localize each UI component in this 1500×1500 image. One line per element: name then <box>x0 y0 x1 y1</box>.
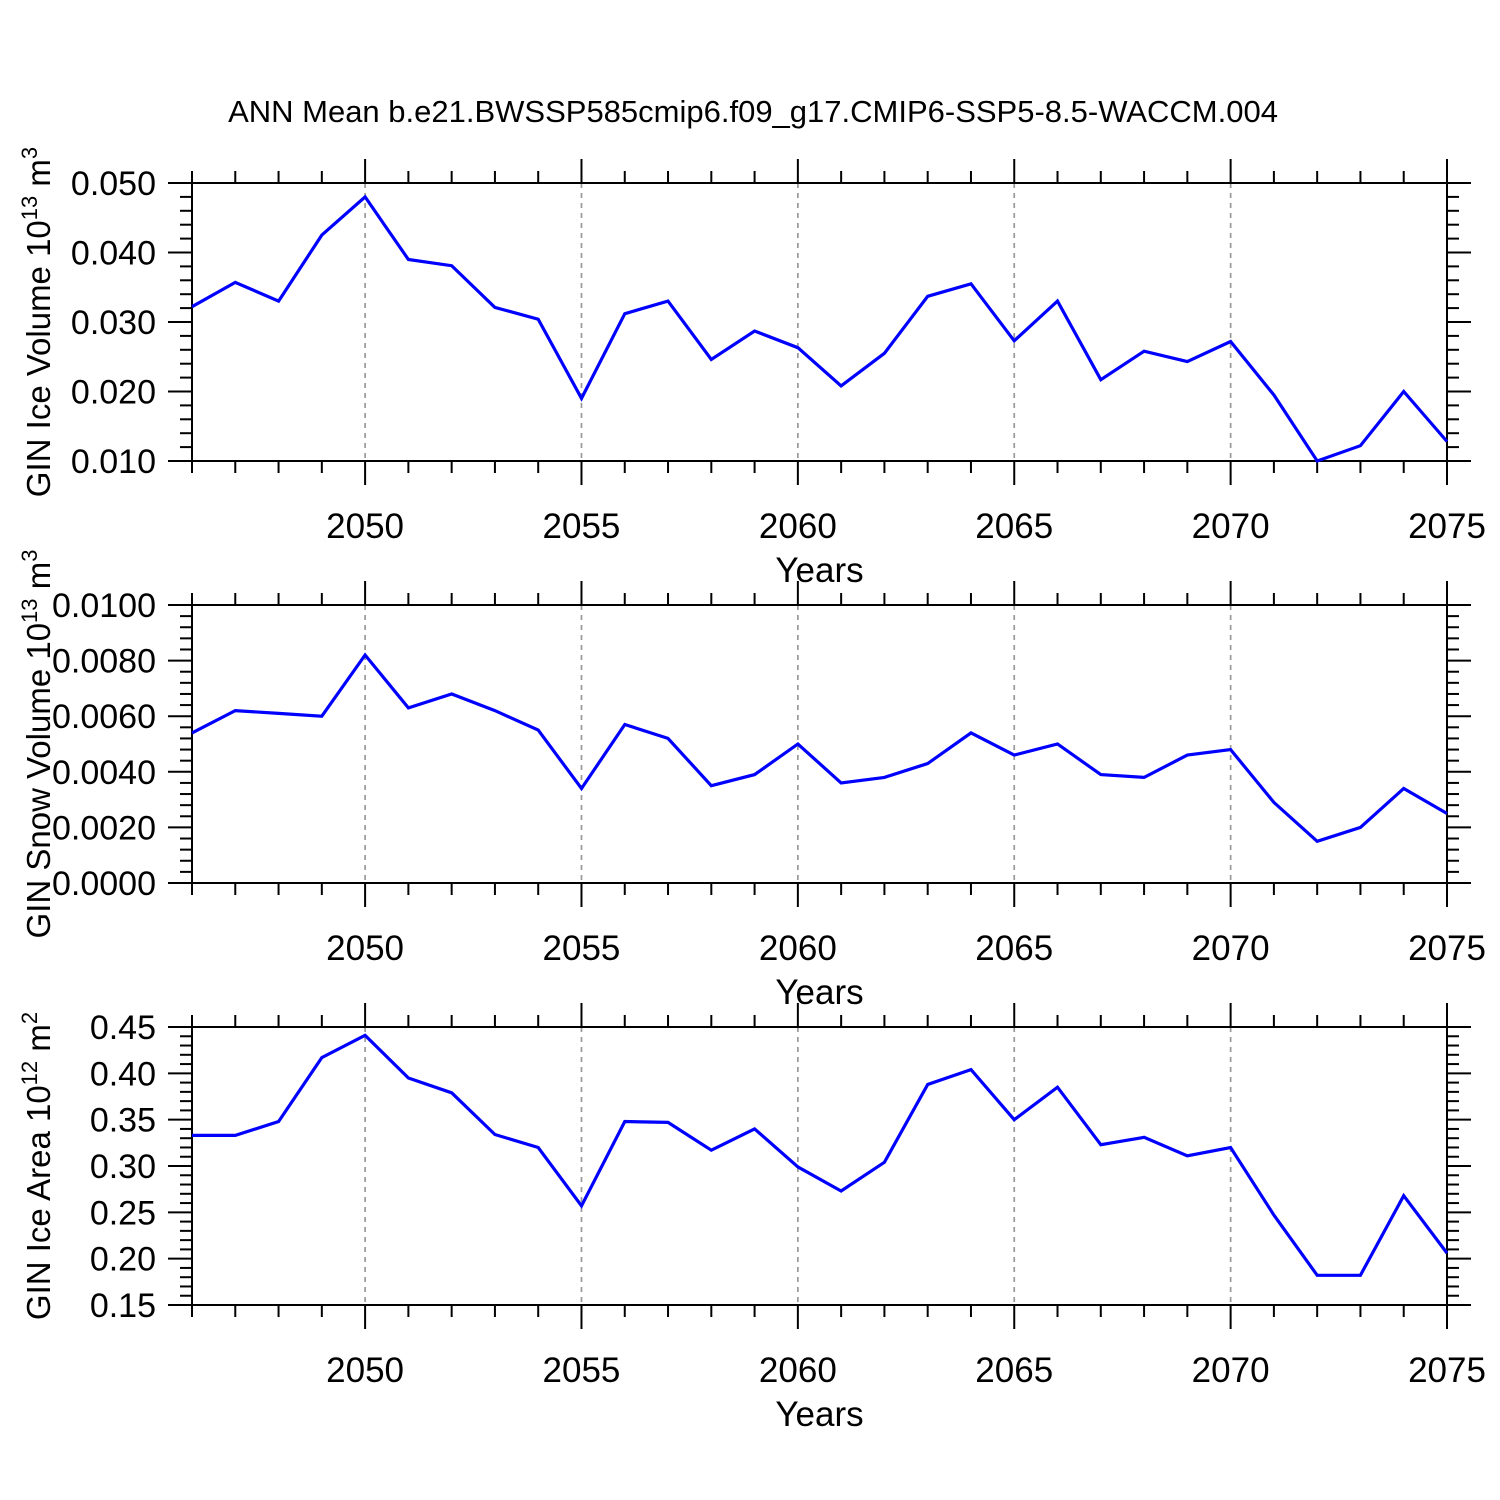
y-tick-label: 0.010 <box>71 443 156 481</box>
x-axis-title: Years <box>775 1395 863 1434</box>
x-tick-label: 2055 <box>543 507 621 546</box>
panel-2-gin-snow-volume: 0.0000 0.0020 0.0040 0.0060 0.0080 0.0100 2050… <box>17 550 1486 1012</box>
x-tick-label: 2065 <box>975 507 1053 546</box>
x-tick-label: 2050 <box>326 929 404 968</box>
x-axis-title: Years <box>775 973 863 1012</box>
x-tick-label: 2050 <box>326 507 404 546</box>
y-tick-label: 0.020 <box>71 374 156 412</box>
y-tick-label: 0.040 <box>71 235 156 273</box>
y-tick-label: 0.0040 <box>52 754 156 792</box>
x-tick-label: 2065 <box>975 1351 1053 1390</box>
x-tick-label: 2075 <box>1408 1351 1486 1390</box>
x-tick-label: 2070 <box>1192 1351 1270 1390</box>
y-tick-label: 0.050 <box>71 165 156 203</box>
panel-3-gin-ice-area: 0.15 0.20 0.25 0.30 0.35 0.40 0.45 2050 2055 2060… <box>17 1003 1486 1434</box>
y-axis-title-superscript: 13 <box>17 196 42 220</box>
y-axis-title: GIN Snow Volume 1013 m3 <box>17 550 57 939</box>
plot-frame <box>191 182 1448 462</box>
y-tick-label: 0.35 <box>90 1102 156 1140</box>
y-tick-label: 0.15 <box>90 1287 156 1325</box>
y-axis-title-text: m <box>20 159 57 196</box>
y-axis-title-text: m <box>20 1024 57 1061</box>
y-tick-label: 0.45 <box>90 1009 156 1047</box>
y-axis-title-superscript: 12 <box>17 1061 42 1085</box>
x-tick-label: 2060 <box>759 929 837 968</box>
y-tick-label: 0.20 <box>90 1241 156 1279</box>
y-axis-title: GIN Ice Area 1012 m2 <box>17 1012 57 1320</box>
y-tick-label: 0.0100 <box>52 587 156 625</box>
y-axis-title-text: GIN Snow Volume 10 <box>20 623 57 939</box>
y-axis-title-superscript: 13 <box>17 598 42 622</box>
panel-1-data-line <box>191 194 1449 463</box>
x-tick-label: 2050 <box>326 1351 404 1390</box>
panel-1-gin-ice-volume: 0.010 0.020 0.030 0.040 0.050 2050 2055 2060 206… <box>17 147 1486 590</box>
y-tick-label: 0.25 <box>90 1194 156 1232</box>
y-tick-label: 0.030 <box>71 304 156 342</box>
y-tick-label: 0.40 <box>90 1055 156 1093</box>
x-tick-label: 2060 <box>759 507 837 546</box>
x-tick-label: 2070 <box>1192 507 1270 546</box>
panel-3-data-line <box>192 1033 1449 1277</box>
plot-frame <box>191 1026 1448 1306</box>
y-axis-title-superscript: 3 <box>17 147 42 159</box>
x-tick-label: 2055 <box>543 1351 621 1390</box>
y-tick-label: 0.30 <box>90 1148 156 1186</box>
x-tick-label: 2060 <box>759 1351 837 1390</box>
y-axis-title-text: GIN Ice Volume 10 <box>20 220 57 497</box>
x-tick-label: 2055 <box>543 929 621 968</box>
y-tick-label: 0.0060 <box>52 698 156 736</box>
y-axis-title-text: GIN Ice Area 10 <box>20 1085 57 1320</box>
y-axis-title: GIN Ice Volume 1013 m3 <box>17 147 57 497</box>
plot-frame <box>191 604 1448 884</box>
y-tick-label: 0.0020 <box>52 809 156 847</box>
y-axis-title-superscript: 3 <box>17 550 42 562</box>
x-tick-label: 2075 <box>1408 929 1486 968</box>
x-tick-label: 2075 <box>1408 507 1486 546</box>
x-tick-label: 2070 <box>1192 929 1270 968</box>
y-tick-label: 0.0080 <box>52 643 156 681</box>
chart-title: ANN Mean b.e21.BWSSP585cmip6.f09_g17.CMI… <box>228 94 1278 129</box>
panel-2-data-line <box>191 652 1448 844</box>
x-tick-label: 2065 <box>975 929 1053 968</box>
y-axis-title-text: m <box>20 562 57 599</box>
y-tick-label: 0.0000 <box>52 865 156 903</box>
y-axis-title-superscript: 2 <box>17 1012 42 1024</box>
x-axis-title: Years <box>775 551 863 590</box>
